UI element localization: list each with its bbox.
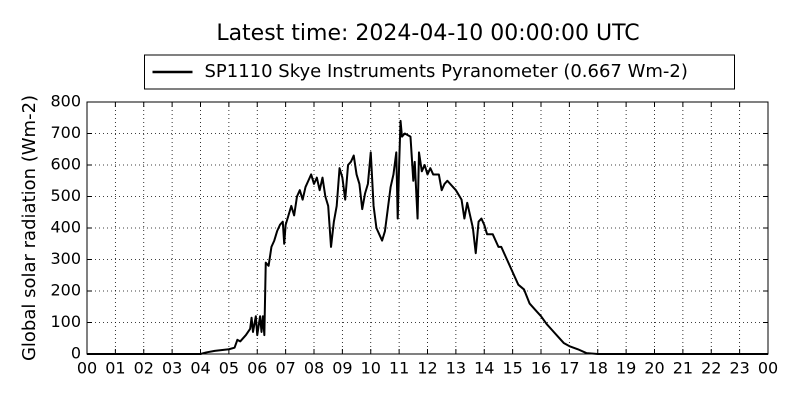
x-tick-label: 01: [105, 359, 125, 378]
x-tick-label: 04: [190, 359, 210, 378]
x-tick-label: 06: [247, 359, 267, 378]
x-tick-label: 00: [77, 359, 97, 378]
x-tick-label: 12: [417, 359, 437, 378]
x-tick-label: 21: [673, 359, 693, 378]
y-tick-label: 200: [50, 281, 81, 300]
legend-label: SP1110 Skye Instruments Pyranometer (0.6…: [205, 61, 688, 82]
plot-frame: [86, 101, 769, 355]
x-tick-label: 07: [275, 359, 295, 378]
y-tick-label: 500: [50, 186, 81, 205]
x-tick-label: 17: [559, 359, 579, 378]
x-tick-label: 22: [701, 359, 721, 378]
chart-title: Latest time: 2024-04-10 00:00:00 UTC: [216, 21, 639, 46]
x-tick-label: 09: [332, 359, 352, 378]
x-tick-label: 05: [219, 359, 239, 378]
x-tick-label: 10: [361, 359, 381, 378]
y-axis-label: Global solar radiation (Wm-2): [19, 95, 40, 361]
y-tick-label: 700: [50, 123, 81, 142]
y-tick-label: 300: [50, 249, 81, 268]
x-tick-label: 00: [758, 359, 778, 378]
x-tick-label: 02: [134, 359, 154, 378]
x-tick-label: 14: [474, 359, 494, 378]
x-tick-label: 11: [389, 359, 409, 378]
x-tick-label: 19: [616, 359, 636, 378]
legend-box: [144, 54, 735, 90]
x-tick-label: 03: [162, 359, 182, 378]
x-tick-label: 15: [502, 359, 522, 378]
x-tick-label: 13: [446, 359, 466, 378]
y-tick-label: 0: [71, 344, 81, 363]
x-tick-label: 20: [644, 359, 664, 378]
data-line: [87, 119, 768, 355]
x-tick-label: 18: [588, 359, 608, 378]
y-tick-label: 100: [50, 312, 81, 331]
y-tick-label: 600: [50, 155, 81, 174]
x-tick-label: 08: [304, 359, 324, 378]
x-tick-label: 16: [531, 359, 551, 378]
x-tick-label: 23: [729, 359, 749, 378]
y-tick-label: 400: [50, 218, 81, 237]
y-tick-label: 800: [50, 92, 81, 111]
